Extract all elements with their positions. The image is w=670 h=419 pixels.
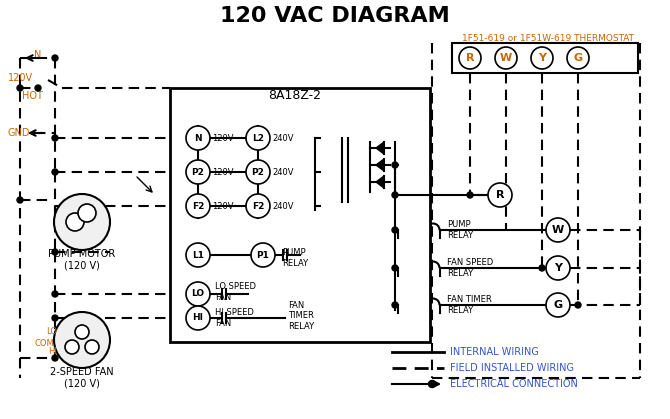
Circle shape (54, 194, 110, 250)
Circle shape (186, 160, 210, 184)
Circle shape (17, 85, 23, 91)
Text: W: W (500, 53, 512, 63)
Text: PUMP
RELAY: PUMP RELAY (447, 220, 473, 240)
Text: Y: Y (554, 263, 562, 273)
Text: F2: F2 (192, 202, 204, 210)
Text: P2: P2 (251, 168, 265, 176)
Circle shape (539, 265, 545, 271)
Circle shape (52, 315, 58, 321)
Circle shape (52, 249, 58, 255)
Text: HI: HI (192, 313, 204, 323)
Polygon shape (376, 142, 384, 154)
Circle shape (54, 312, 110, 368)
Circle shape (546, 293, 570, 317)
Polygon shape (376, 176, 384, 188)
Text: PUMP
RELAY: PUMP RELAY (282, 248, 308, 268)
Text: FAN TIMER
RELAY: FAN TIMER RELAY (447, 295, 492, 315)
Circle shape (65, 340, 79, 354)
Circle shape (52, 55, 58, 61)
Circle shape (52, 135, 58, 141)
Circle shape (246, 126, 270, 150)
Text: 240V: 240V (272, 134, 293, 142)
Text: HI SPEED
FAN: HI SPEED FAN (215, 308, 254, 328)
Circle shape (575, 302, 581, 308)
Circle shape (35, 85, 41, 91)
Text: L1: L1 (192, 251, 204, 259)
Text: 1F51-619 or 1F51W-619 THERMOSTAT: 1F51-619 or 1F51W-619 THERMOSTAT (462, 34, 634, 42)
Circle shape (186, 243, 210, 267)
Text: INTERNAL WIRING: INTERNAL WIRING (450, 347, 539, 357)
Circle shape (78, 204, 96, 222)
Circle shape (567, 47, 589, 69)
Text: LO SPEED
FAN: LO SPEED FAN (215, 282, 256, 302)
Text: R: R (496, 190, 505, 200)
Text: P2: P2 (192, 168, 204, 176)
Circle shape (392, 162, 398, 168)
Circle shape (52, 291, 58, 297)
Text: 120V: 120V (8, 73, 33, 83)
Text: G: G (553, 300, 563, 310)
Circle shape (186, 282, 210, 306)
Circle shape (52, 169, 58, 175)
Circle shape (251, 243, 275, 267)
Text: R: R (466, 53, 474, 63)
Text: W: W (552, 225, 564, 235)
Text: LO: LO (46, 328, 57, 336)
Text: LO: LO (192, 290, 204, 298)
Text: F2: F2 (252, 202, 264, 210)
Circle shape (75, 325, 89, 339)
Text: P1: P1 (257, 251, 269, 259)
Text: 120V: 120V (212, 168, 234, 176)
Circle shape (52, 355, 58, 361)
Circle shape (17, 197, 23, 203)
Circle shape (429, 380, 436, 388)
Text: HOT: HOT (22, 91, 43, 101)
Text: 120V: 120V (212, 202, 234, 210)
Text: 240V: 240V (272, 202, 293, 210)
Circle shape (546, 256, 570, 280)
Circle shape (392, 302, 398, 308)
Text: HI: HI (48, 347, 57, 357)
Circle shape (459, 47, 481, 69)
Circle shape (467, 192, 473, 198)
Text: G: G (574, 53, 582, 63)
Circle shape (488, 183, 512, 207)
Circle shape (531, 47, 553, 69)
Circle shape (66, 213, 84, 231)
Circle shape (246, 194, 270, 218)
Text: N: N (194, 134, 202, 142)
Circle shape (186, 306, 210, 330)
Circle shape (392, 265, 398, 271)
Circle shape (186, 126, 210, 150)
Text: ELECTRICAL CONNECTION: ELECTRICAL CONNECTION (450, 379, 578, 389)
Circle shape (546, 218, 570, 242)
Text: N: N (34, 50, 42, 60)
Text: L2: L2 (252, 134, 264, 142)
Bar (170, 88, 430, 342)
Text: Y: Y (538, 53, 546, 63)
Text: GND: GND (8, 128, 31, 138)
Text: 8A18Z-2: 8A18Z-2 (269, 88, 322, 101)
Text: 240V: 240V (272, 168, 293, 176)
Text: FAN
TIMER
RELAY: FAN TIMER RELAY (288, 301, 314, 331)
Circle shape (85, 340, 99, 354)
Text: FAN SPEED
RELAY: FAN SPEED RELAY (447, 258, 493, 278)
Text: FIELD INSTALLED WIRING: FIELD INSTALLED WIRING (450, 363, 574, 373)
Circle shape (392, 227, 398, 233)
Text: PUMP MOTOR
(120 V): PUMP MOTOR (120 V) (48, 249, 116, 271)
Text: 120 VAC DIAGRAM: 120 VAC DIAGRAM (220, 6, 450, 26)
Text: 2-SPEED FAN
(120 V): 2-SPEED FAN (120 V) (50, 367, 114, 389)
Bar (452, 43, 638, 73)
Circle shape (246, 160, 270, 184)
Polygon shape (376, 159, 384, 171)
Circle shape (186, 194, 210, 218)
Circle shape (495, 47, 517, 69)
Text: 120V: 120V (212, 134, 234, 142)
Text: COM: COM (34, 339, 54, 347)
Circle shape (392, 192, 398, 198)
